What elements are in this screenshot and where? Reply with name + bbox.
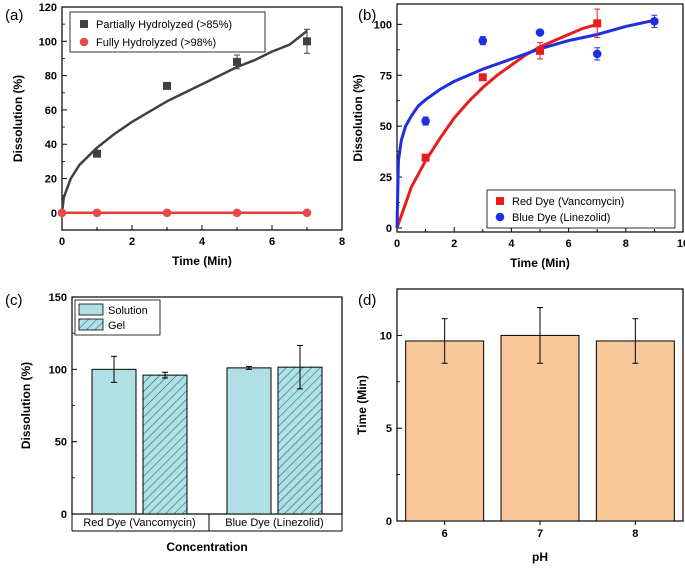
data-point-square xyxy=(478,73,487,82)
y-tick-label: 100 xyxy=(374,19,392,31)
data-point-square xyxy=(536,46,544,55)
y-tick-label: 100 xyxy=(39,36,57,48)
legend: Red Dye (Vancomycin) Blue Dye (Linezolid) xyxy=(486,189,676,229)
y-tick-label: 0 xyxy=(386,223,392,235)
category-label: Red Dye (Vancomycin) xyxy=(83,517,195,529)
category-label: Blue Dye (Linezolid) xyxy=(225,517,323,529)
x-axis-label: Time (Min) xyxy=(172,254,232,268)
y-tick-label: 10 xyxy=(380,330,392,342)
x-tick-label: 10 xyxy=(677,238,685,250)
legend-label: Gel xyxy=(108,320,125,332)
legend-label: Solution xyxy=(108,305,148,317)
y-tick-label: 75 xyxy=(380,70,392,82)
x-axis-label: Concentration xyxy=(166,540,247,554)
data-point-square xyxy=(496,197,504,205)
data-point-circle xyxy=(535,28,545,37)
x-tick-label: 4 xyxy=(199,236,206,248)
bar xyxy=(91,368,137,515)
x-tick-label: 6 xyxy=(269,236,275,248)
legend-label: Red Dye (Vancomycin) xyxy=(512,196,624,208)
bar xyxy=(500,334,580,522)
bar xyxy=(226,367,272,515)
bar xyxy=(595,340,675,522)
x-tick-label: 6 xyxy=(566,238,572,250)
panel-label: (c) xyxy=(5,292,23,309)
fit-curve xyxy=(395,22,598,229)
fit-curve xyxy=(60,30,308,213)
data-point-circle xyxy=(302,208,312,218)
data-point-square xyxy=(303,37,311,46)
x-tick-label: 6 xyxy=(442,528,448,540)
y-tick-label: 80 xyxy=(45,71,57,83)
data-point-square xyxy=(163,81,171,90)
data-point-square xyxy=(593,19,602,28)
legend: Partially Hydrolyzed (>85%) Fully Hydroly… xyxy=(69,11,266,53)
y-tick-label: 0 xyxy=(61,509,67,521)
data-point-circle xyxy=(650,17,659,26)
x-tick-label: 4 xyxy=(508,238,515,250)
fit-curve xyxy=(395,18,655,228)
bar xyxy=(405,340,485,522)
y-axis-label: Dissolution (%) xyxy=(19,362,33,449)
y-tick-label: 25 xyxy=(380,172,392,184)
y-tick-label: 50 xyxy=(380,121,392,133)
y-tick-label: 0 xyxy=(386,516,392,528)
y-tick-label: 40 xyxy=(45,139,57,151)
y-tick-label: 120 xyxy=(39,2,57,14)
y-tick-label: 50 xyxy=(55,437,67,449)
x-tick-label: 8 xyxy=(632,528,638,540)
legend-label: Fully Hydrolyzed (>98%) xyxy=(96,37,216,49)
bar xyxy=(142,374,188,515)
legend-swatch xyxy=(78,303,104,316)
x-tick-label: 0 xyxy=(59,236,65,248)
panel-label: (d) xyxy=(358,292,376,309)
y-tick-label: 60 xyxy=(45,105,57,117)
legend-label: Partially Hydrolyzed (>85%) xyxy=(96,19,232,31)
y-tick-label: 100 xyxy=(49,364,67,376)
legend-box xyxy=(69,11,266,53)
panel-label: (a) xyxy=(5,7,23,24)
x-tick-label: 0 xyxy=(394,238,400,250)
panel-label: (b) xyxy=(358,7,376,24)
data-point-circle xyxy=(162,208,172,218)
y-tick-label: 150 xyxy=(49,292,67,304)
x-tick-label: 8 xyxy=(623,238,629,250)
data-point-circle xyxy=(592,49,602,59)
panel-d: 0 5 10 Time (Min) (d) 6 7 8 pH xyxy=(355,288,684,564)
x-tick-label: 8 xyxy=(339,236,345,248)
x-axis-label: Time (Min) xyxy=(510,256,570,270)
data-point-square xyxy=(93,149,101,158)
legend-swatch xyxy=(78,318,104,331)
panel-c: 0 50 100 150 Dissolution (%) (c) Red Dye (Vanc… xyxy=(5,292,343,554)
y-axis-label: Time (Min) xyxy=(355,375,369,435)
legend: Solution Gel xyxy=(74,299,161,336)
data-point-circle xyxy=(92,208,102,218)
x-tick-label: 7 xyxy=(537,528,543,540)
bar xyxy=(277,366,323,515)
panel-b: 02468100255075100Time (Min)Dissolution (… xyxy=(351,3,685,270)
data-point-circle xyxy=(421,116,430,126)
y-tick-label: 20 xyxy=(45,174,57,186)
data-point-circle xyxy=(478,36,488,45)
data-point-circle xyxy=(232,208,242,218)
data-point-square xyxy=(421,153,430,162)
data-point-square xyxy=(80,20,88,28)
y-tick-label: 5 xyxy=(386,423,392,435)
y-axis-label: Dissolution (%) xyxy=(11,75,25,162)
legend-box xyxy=(486,189,676,229)
data-point-square xyxy=(233,57,241,66)
legend-label: Blue Dye (Linezolid) xyxy=(512,212,610,224)
y-axis-label: Dissolution (%) xyxy=(351,74,365,161)
x-tick-label: 2 xyxy=(129,236,135,248)
data-point-circle xyxy=(57,208,67,218)
data-point-circle xyxy=(79,37,89,47)
y-tick-label: 0 xyxy=(51,208,57,220)
x-tick-label: 2 xyxy=(451,238,457,250)
data-point-circle xyxy=(495,212,505,222)
x-axis-label: pH xyxy=(532,550,548,564)
